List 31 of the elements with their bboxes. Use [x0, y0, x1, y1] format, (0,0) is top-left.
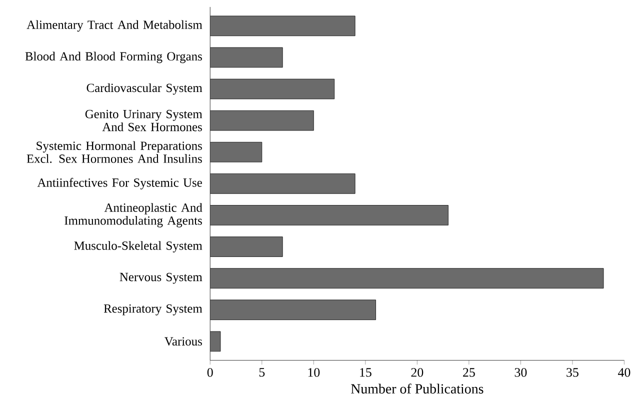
y-tick-label: Antineoplastic And Immunomodulating Agents [64, 203, 202, 228]
y-tick-label: Respiratory System [104, 304, 202, 316]
y-tick-label: Genito Urinary System And Sex Hormones [85, 110, 202, 132]
x-tick-label: 20 [411, 368, 424, 377]
y-tick-label: Various [164, 337, 202, 346]
y-tick-label: Nervous System [120, 272, 202, 284]
y-tick-label: Musculo-Skeletal System [74, 241, 202, 252]
bar [210, 236, 283, 257]
y-tick-label: Antiinfectives For Systemic Use [37, 178, 202, 190]
bar [210, 142, 262, 162]
x-tick-label: 5 [259, 368, 265, 377]
bar [210, 173, 356, 194]
x-axis-title: Number of Publications [351, 384, 484, 394]
x-tick-label: 0 [207, 368, 213, 377]
bar [210, 110, 314, 131]
y-tick-label: Alimentary Tract And Metabolism [26, 20, 202, 32]
x-tick-label: 35 [566, 368, 578, 377]
bar [210, 47, 283, 68]
y-tick-label: Systemic Hormonal Preparations Excl. Sex Hormones And Insulins [26, 141, 202, 163]
y-tick-label: Blood And Blood Forming Organs [25, 52, 202, 64]
x-tick-label: 25 [463, 368, 475, 377]
y-tick-label: Cardiovascular System [86, 83, 202, 95]
x-tick-label: 10 [308, 368, 320, 377]
x-tick-label: 15 [360, 368, 372, 377]
bar [210, 300, 376, 320]
x-tick-label: 40 [618, 368, 630, 377]
bar [210, 204, 448, 226]
bar [210, 16, 356, 36]
bar [210, 78, 335, 100]
bar [210, 268, 604, 288]
x-tick-label: 30 [514, 368, 527, 377]
